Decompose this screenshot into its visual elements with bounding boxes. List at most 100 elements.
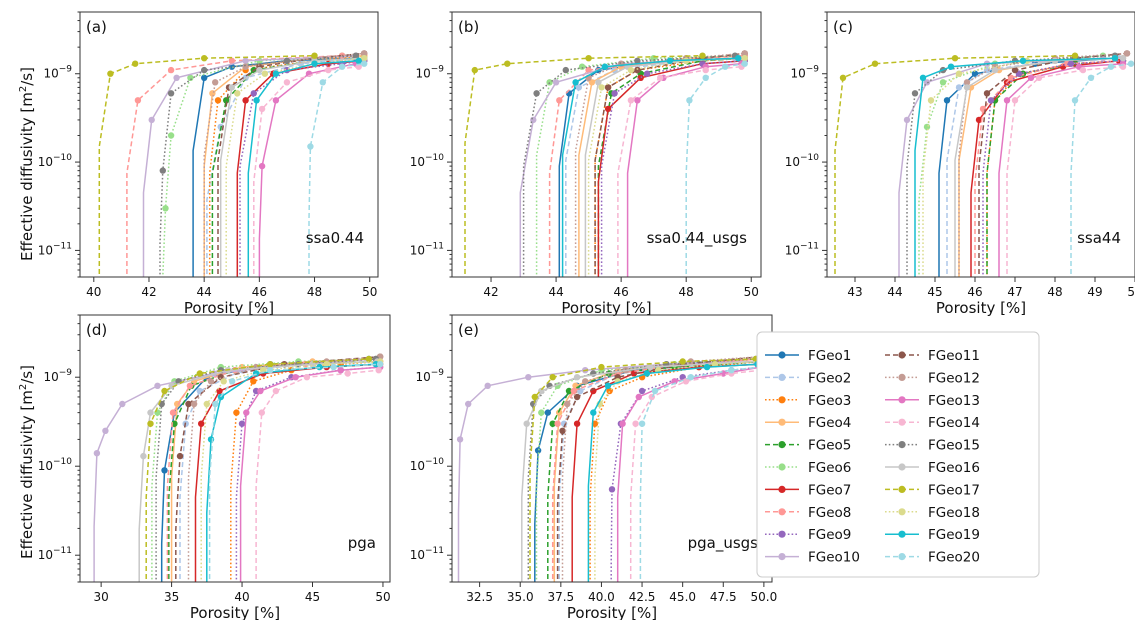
- data-point-fgeo3: [233, 409, 240, 416]
- legend-marker: [778, 396, 786, 404]
- series-line-fgeo6: [535, 54, 745, 277]
- data-point-fgeo16: [1119, 55, 1127, 62]
- data-point-fgeo20: [1087, 74, 1095, 82]
- series-line-fgeo6: [162, 54, 343, 277]
- data-point-fgeo9: [987, 97, 995, 104]
- data-point-fgeo9: [644, 70, 651, 77]
- data-point-fgeo20: [376, 361, 384, 368]
- data-point-fgeo20: [307, 143, 314, 150]
- legend-item-fgeo15: FGeo15: [885, 438, 980, 454]
- x-tick-label: 45.0: [669, 590, 696, 604]
- series-line-fgeo7: [571, 363, 761, 582]
- data-point-fgeo16: [595, 79, 602, 86]
- data-point-fgeo16: [140, 452, 147, 460]
- legend-marker: [898, 418, 906, 426]
- series-line-fgeo1: [558, 57, 745, 277]
- data-point-fgeo12: [741, 50, 748, 57]
- series-line-fgeo19: [247, 60, 359, 277]
- x-tick-label: 50: [362, 285, 377, 299]
- data-point-fgeo20: [212, 400, 219, 408]
- data-point-fgeo10: [552, 79, 560, 86]
- x-tick-label: 46: [613, 285, 628, 299]
- data-point-fgeo9: [238, 420, 246, 427]
- data-point-fgeo6: [939, 79, 947, 86]
- legend-item-fgeo14: FGeo14: [885, 415, 980, 431]
- legend-marker: [778, 373, 786, 381]
- x-tick-label: 30: [93, 590, 108, 604]
- panel-name: pga_usgs: [688, 534, 759, 553]
- x-tick-label: 50.0: [751, 590, 778, 604]
- data-point-fgeo20: [651, 387, 659, 395]
- series-line-fgeo9: [982, 60, 1124, 277]
- data-point-fgeo9: [638, 387, 646, 395]
- data-point-fgeo14: [283, 79, 291, 86]
- data-point-fgeo14: [657, 74, 664, 82]
- x-tick-label: 40: [86, 285, 101, 299]
- data-point-fgeo1: [943, 97, 951, 104]
- data-point-fgeo15: [562, 66, 569, 74]
- series-line-fgeo3: [230, 360, 381, 582]
- data-point-fgeo17: [311, 52, 318, 59]
- legend-marker: [898, 351, 906, 359]
- data-point-fgeo18: [598, 84, 605, 91]
- data-point-fgeo16: [1051, 57, 1059, 64]
- data-point-fgeo20: [361, 60, 368, 67]
- data-point-fgeo13: [634, 97, 641, 104]
- data-point-fgeo2: [575, 84, 583, 91]
- series-line-fgeo9: [610, 366, 761, 582]
- data-point-fgeo13: [1027, 74, 1035, 82]
- data-point-fgeo9: [250, 90, 257, 97]
- legend-item-fgeo9: FGeo9: [765, 527, 851, 543]
- series-line-fgeo19: [914, 57, 1116, 277]
- data-point-fgeo11: [634, 66, 641, 74]
- series-line-fgeo7: [970, 60, 1120, 277]
- series-line-fgeo15: [906, 54, 1116, 277]
- x-tick-label: 35: [164, 590, 179, 604]
- data-point-fgeo12: [582, 378, 589, 385]
- axes-frame: [79, 11, 379, 278]
- data-point-fgeo16: [963, 84, 971, 91]
- data-point-fgeo16: [991, 66, 999, 74]
- data-point-fgeo17: [196, 370, 203, 377]
- x-tick-label: 47: [1007, 285, 1022, 299]
- data-point-fgeo12: [212, 79, 219, 86]
- legend: FGeo1 FGeo2 FGeo3 FGeo4 FGeo5 FGeo6 FGeo7 FGeo8…: [756, 331, 1040, 578]
- series-line-fgeo9: [600, 60, 745, 277]
- data-point-fgeo15: [159, 167, 166, 174]
- series-line-fgeo6: [918, 54, 1104, 277]
- data-point-fgeo10: [148, 116, 155, 124]
- panel-name: pga: [348, 534, 376, 552]
- ylabel-bottom: Effective diffusivity [m2/s]: [18, 365, 36, 559]
- series-line-fgeo17: [98, 54, 315, 277]
- panel-5: 10−11 10−10 10−9 32.5 35.0 37.5 40.0 42.5 45.0 47…: [410, 314, 778, 620]
- plot-area: [98, 50, 368, 277]
- x-tick-label: 50: [375, 590, 390, 604]
- series-line-fgeo10: [93, 358, 376, 582]
- data-point-fgeo20: [1071, 97, 1079, 104]
- data-point-fgeo17: [699, 52, 706, 59]
- legend-item-fgeo19: FGeo19: [885, 527, 980, 543]
- legend-label: FGeo2: [808, 370, 851, 386]
- data-point-fgeo17: [1071, 52, 1079, 59]
- y-tick-label: 10−11: [410, 546, 444, 562]
- data-point-fgeo7: [573, 420, 581, 427]
- y-tick-label: 10−9: [790, 65, 819, 81]
- data-point-fgeo14: [272, 387, 280, 395]
- data-point-fgeo19: [919, 74, 927, 82]
- x-tick-label: 42: [483, 285, 498, 299]
- data-point-fgeo17: [504, 60, 511, 67]
- data-point-fgeo15: [201, 66, 208, 74]
- series-line-fgeo14: [255, 369, 379, 582]
- data-point-fgeo15: [352, 52, 360, 59]
- data-point-fgeo10: [923, 79, 931, 86]
- data-point-fgeo8: [167, 66, 175, 74]
- legend-item-fgeo2: FGeo2: [765, 370, 851, 386]
- data-point-fgeo14: [325, 66, 332, 74]
- plot-area: [93, 353, 384, 582]
- data-point-fgeo20: [1127, 60, 1135, 67]
- y-tick-label: 10−11: [410, 241, 444, 257]
- data-point-fgeo18: [627, 66, 635, 74]
- data-point-fgeo6: [578, 63, 586, 70]
- data-point-fgeo6: [923, 123, 931, 131]
